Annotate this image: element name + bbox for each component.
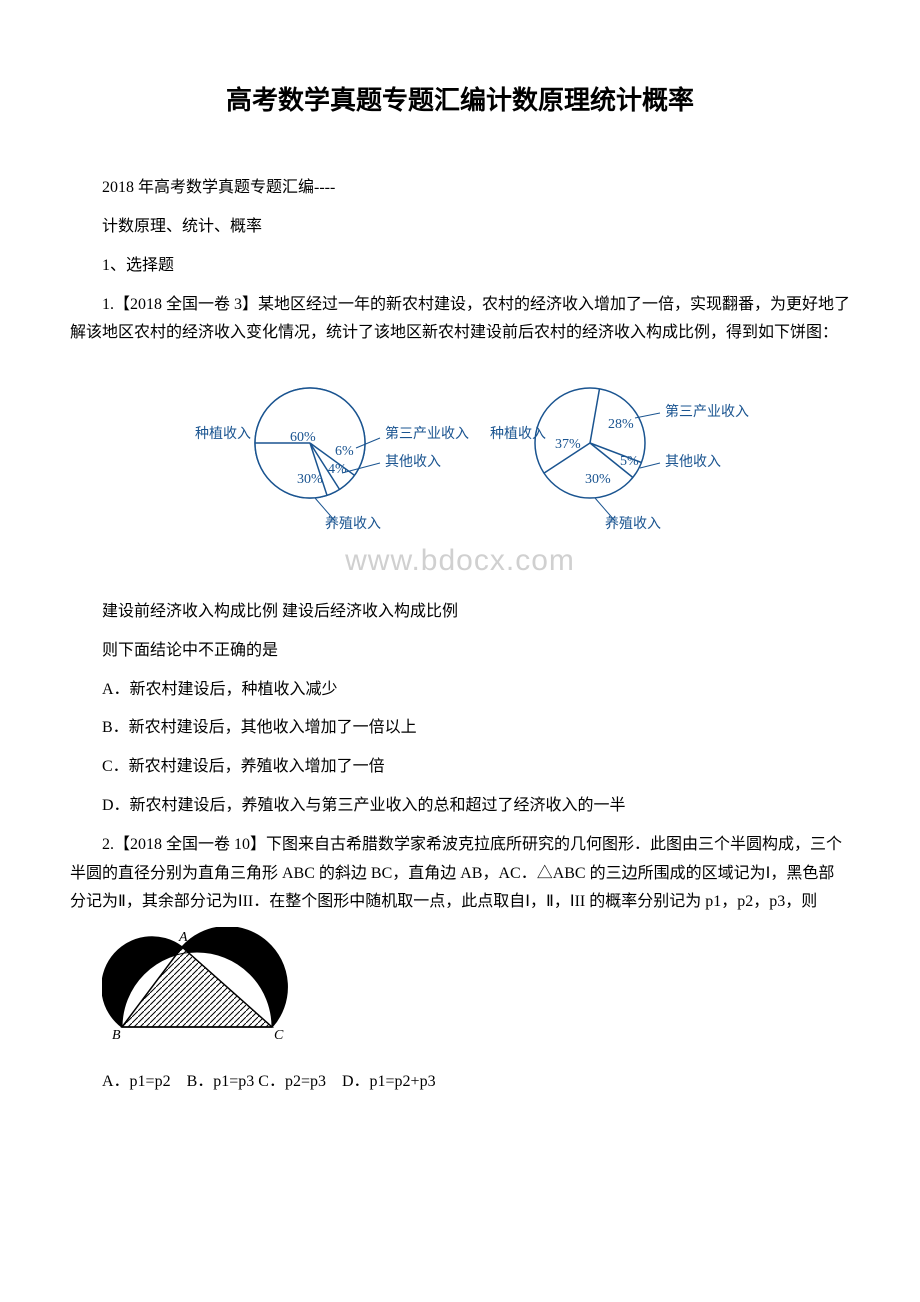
pie2-label-planting: 种植收入: [490, 426, 546, 442]
q1-optC: C．新农村建设后，养殖收入增加了一倍: [70, 753, 850, 782]
pie2-label-third: 第三产业收入: [665, 403, 749, 420]
q1-ask: 则下面结论中不正确的是: [70, 637, 850, 666]
pie1-label-third: 第三产业收入: [385, 425, 469, 442]
section-header: 1、选择题: [70, 252, 850, 281]
pie1-pct60: 60%: [290, 430, 316, 445]
pie2-pct30: 30%: [585, 472, 611, 487]
watermark: www.bdocx.com: [70, 534, 850, 588]
geo-label-C: C: [274, 1028, 284, 1043]
q1-optA: A．新农村建设后，种植收入减少: [70, 676, 850, 705]
pie2-label-breeding: 养殖收入: [605, 515, 661, 532]
q2-options: A．p1=p2 B．p1=p3 C．p2=p3 D．p1=p2+p3: [70, 1068, 850, 1097]
q2-stem: 2.【2018 全国一卷 10】下图来自古希腊数学家希波克拉底所研究的几何图形．…: [70, 831, 850, 917]
pie1-label-other: 其他收入: [385, 454, 441, 470]
pie1-pct4: 4%: [328, 462, 347, 477]
q1-caption: 建设前经济收入构成比例 建设后经济收入构成比例: [70, 598, 850, 627]
pie-charts: 60% 6% 4% 30% 种植收入 第三产业收入 其他收入 养殖收入 28% …: [70, 363, 850, 588]
geo-label-B: B: [112, 1028, 121, 1043]
pie2-pct28: 28%: [608, 417, 634, 432]
intro-line-2: 计数原理、统计、概率: [70, 213, 850, 242]
pie1-pct30: 30%: [297, 472, 323, 487]
pie1-label-breeding: 养殖收入: [325, 515, 381, 532]
hippocrates-figure: A B C: [102, 927, 850, 1058]
pie2-pct37: 37%: [555, 437, 581, 452]
q1-stem: 1.【2018 全国一卷 3】某地区经过一年的新农村建设，农村的经济收入增加了一…: [70, 291, 850, 349]
page-title: 高考数学真题专题汇编计数原理统计概率: [70, 77, 850, 124]
pie1-pct6: 6%: [335, 444, 354, 459]
q1-optD: D．新农村建设后，养殖收入与第三产业收入的总和超过了经济收入的一半: [70, 792, 850, 821]
q1-optB: B．新农村建设后，其他收入增加了一倍以上: [70, 714, 850, 743]
pie2-label-other: 其他收入: [665, 454, 721, 470]
pie2-pct5: 5%: [620, 454, 639, 469]
geo-label-A: A: [178, 930, 188, 945]
pie1-label-planting: 种植收入: [195, 426, 251, 442]
intro-line-1: 2018 年高考数学真题专题汇编----: [70, 174, 850, 203]
